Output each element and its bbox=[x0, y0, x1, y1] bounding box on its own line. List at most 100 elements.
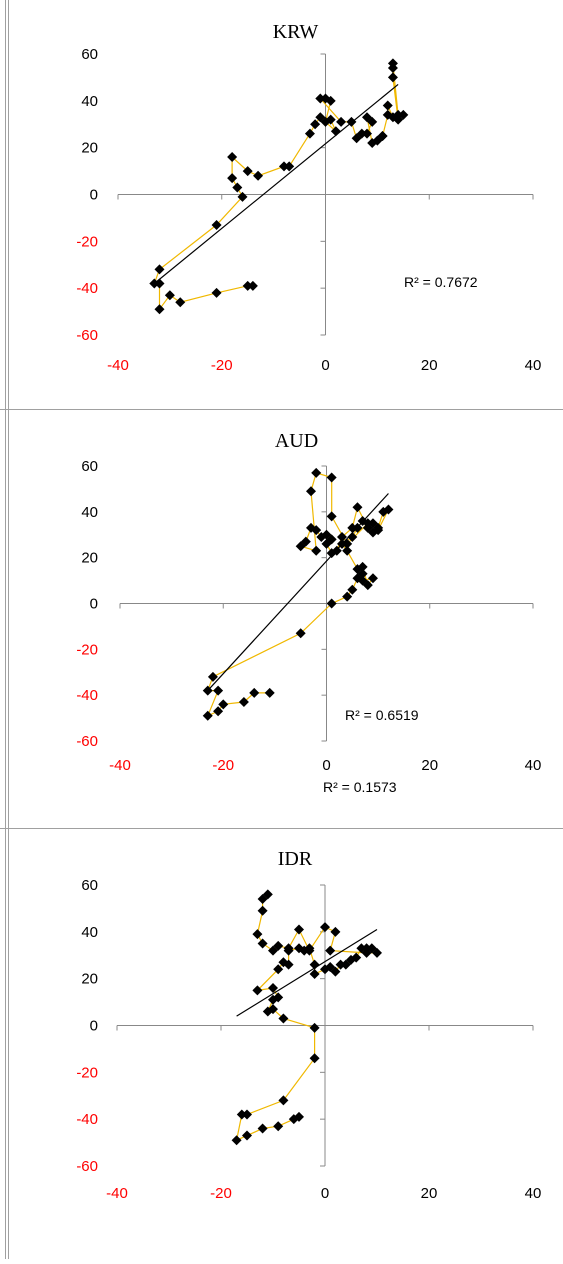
data-point bbox=[232, 182, 243, 193]
y-tick-label: -40 bbox=[76, 1111, 98, 1128]
data-point bbox=[387, 72, 398, 83]
data-point bbox=[273, 992, 284, 1003]
data-point bbox=[382, 100, 393, 111]
y-tick-label: 60 bbox=[81, 458, 98, 475]
y-tick-label: -60 bbox=[76, 327, 98, 344]
data-point bbox=[311, 545, 322, 556]
y-tick-label: -40 bbox=[76, 687, 98, 704]
data-point bbox=[326, 548, 337, 559]
x-tick-label: -40 bbox=[106, 1185, 128, 1202]
data-point bbox=[294, 924, 304, 935]
data-point bbox=[262, 1006, 273, 1017]
data-point bbox=[347, 584, 358, 595]
data-point bbox=[227, 152, 238, 163]
data-point bbox=[315, 93, 326, 104]
data-point bbox=[242, 166, 253, 177]
y-tick-label: 20 bbox=[81, 140, 98, 157]
data-point bbox=[268, 945, 278, 956]
data-point bbox=[393, 109, 404, 120]
data-point bbox=[288, 1114, 299, 1125]
data-point bbox=[347, 532, 358, 543]
chart-title: IDR bbox=[278, 848, 313, 870]
data-point bbox=[295, 541, 306, 552]
data-point bbox=[387, 58, 398, 69]
data-point bbox=[362, 128, 372, 139]
data-point bbox=[320, 116, 331, 127]
y-tick-label: -60 bbox=[76, 733, 98, 750]
data-point bbox=[249, 687, 260, 698]
data-point bbox=[247, 280, 258, 291]
x-tick-label: 20 bbox=[421, 1185, 438, 1202]
series-connector-line bbox=[153, 63, 404, 312]
data-point bbox=[257, 938, 268, 949]
data-point bbox=[283, 943, 294, 954]
data-point bbox=[326, 511, 337, 522]
data-point bbox=[207, 671, 218, 682]
data-point bbox=[330, 966, 341, 977]
data-point bbox=[336, 116, 347, 127]
frame-divider-2 bbox=[0, 828, 563, 829]
data-point bbox=[278, 1095, 289, 1106]
data-point bbox=[352, 522, 363, 533]
data-point bbox=[273, 964, 284, 975]
y-tick-label: -20 bbox=[76, 233, 98, 250]
frame-left-border-inner bbox=[8, 0, 9, 1259]
data-point bbox=[310, 119, 321, 130]
trend-line bbox=[153, 83, 399, 284]
data-point bbox=[335, 959, 346, 970]
data-point bbox=[242, 280, 253, 291]
data-point bbox=[213, 685, 224, 696]
data-point bbox=[330, 926, 341, 937]
data-point bbox=[336, 538, 347, 549]
data-point bbox=[361, 947, 372, 958]
data-point bbox=[362, 112, 372, 123]
data-point bbox=[237, 191, 248, 202]
data-point bbox=[164, 290, 175, 301]
data-point bbox=[264, 687, 275, 698]
data-point bbox=[149, 278, 160, 289]
data-point bbox=[320, 922, 330, 933]
data-point bbox=[304, 945, 315, 956]
data-point bbox=[330, 126, 341, 137]
data-point bbox=[295, 628, 306, 639]
data-point bbox=[367, 573, 378, 584]
data-point bbox=[154, 264, 165, 275]
data-point bbox=[383, 504, 394, 515]
frame-divider-1 bbox=[0, 409, 563, 410]
data-point bbox=[213, 706, 224, 717]
data-point bbox=[351, 952, 362, 963]
data-point bbox=[309, 1053, 320, 1064]
chart-title: KRW bbox=[273, 21, 319, 43]
data-point bbox=[273, 1121, 284, 1132]
x-tick-label: 40 bbox=[525, 357, 542, 374]
data-point bbox=[227, 173, 238, 184]
data-point bbox=[306, 486, 317, 497]
y-tick-label: 0 bbox=[90, 1018, 98, 1035]
y-tick-label: 60 bbox=[81, 46, 98, 63]
y-tick-label: 40 bbox=[81, 93, 98, 110]
data-point bbox=[325, 945, 336, 956]
x-tick-label: 40 bbox=[525, 1185, 542, 1202]
data-point bbox=[202, 685, 213, 696]
data-point bbox=[252, 985, 263, 996]
data-point bbox=[211, 287, 222, 298]
data-point bbox=[262, 889, 273, 900]
data-point bbox=[175, 297, 186, 308]
x-tick-label: -20 bbox=[210, 1185, 232, 1202]
data-point bbox=[211, 219, 222, 230]
r-squared-label: R² = 0.7672 bbox=[404, 274, 478, 290]
data-point bbox=[309, 959, 320, 970]
data-point bbox=[342, 545, 353, 556]
data-point bbox=[347, 522, 358, 533]
frame-left-border bbox=[5, 0, 6, 1259]
y-tick-label: -40 bbox=[76, 280, 98, 297]
chart-krw: -40 -20 0 20 40 60 40 20 0 -20 -40 -60 KRW R² = 0.767… bbox=[76, 21, 541, 374]
data-point bbox=[357, 575, 368, 586]
y-tick-label: 20 bbox=[81, 971, 98, 988]
data-point bbox=[238, 697, 249, 708]
data-point bbox=[362, 518, 373, 529]
data-point bbox=[377, 130, 388, 141]
chart-title: AUD bbox=[275, 430, 318, 452]
